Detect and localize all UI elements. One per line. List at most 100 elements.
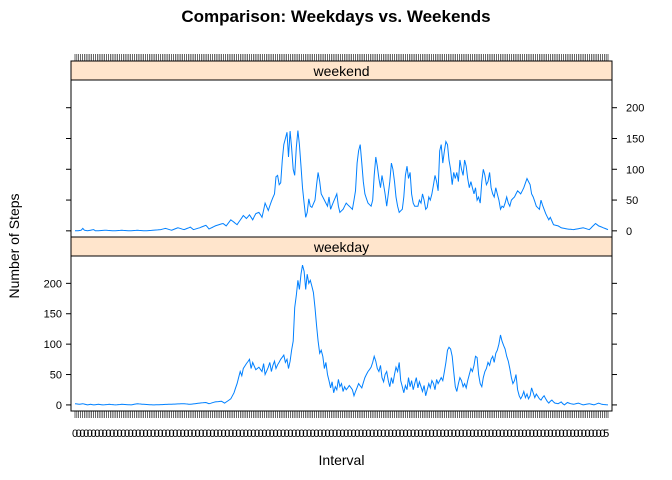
x-tick-label: 0 [332, 428, 338, 440]
x-tick-label: 0 [91, 428, 97, 440]
x-tick-label: 0 [206, 428, 212, 440]
x-tick-label: 0 [302, 428, 308, 440]
x-tick-label: 0 [536, 428, 542, 440]
x-tick-label: 0 [172, 428, 178, 440]
x-tick-label: 0 [325, 428, 331, 440]
x-tick-label: 0 [599, 428, 605, 440]
x-tick-label: 0 [384, 428, 390, 440]
y-tick-label: 0 [626, 226, 632, 238]
x-tick-label: 0 [183, 428, 189, 440]
x-tick-label: 0 [585, 428, 591, 440]
x-tick-label: 0 [488, 428, 494, 440]
x-tick-label: 0 [239, 428, 245, 440]
x-tick-label: 0 [495, 428, 501, 440]
y-tick-label: 0 [56, 400, 62, 412]
x-tick-label: 0 [280, 428, 286, 440]
x-tick-label: 0 [276, 428, 282, 440]
x-tick-label: 0 [191, 428, 197, 440]
x-tick-label: 0 [354, 428, 360, 440]
x-tick-label: 0 [388, 428, 394, 440]
y-tick-label: 100 [626, 164, 644, 176]
x-axis-label: Interval [319, 452, 365, 468]
x-tick-label: 0 [202, 428, 208, 440]
x-tick-label: 0 [154, 428, 160, 440]
x-tick-label: 0 [377, 428, 383, 440]
x-tick-label: 0 [469, 428, 475, 440]
x-tick-label: 0 [291, 428, 297, 440]
x-tick-label: 0 [581, 428, 587, 440]
x-tick-label: 0 [295, 428, 301, 440]
x-tick-label: 0 [414, 428, 420, 440]
x-tick-label: 0 [328, 428, 334, 440]
x-tick-label: 0 [417, 428, 423, 440]
weekday-panel-frame [70, 255, 613, 412]
x-tick-label: 0 [447, 428, 453, 440]
x-tick-label: 0 [373, 428, 379, 440]
x-tick-label: 0 [555, 428, 561, 440]
x-tick-label: 0 [399, 428, 405, 440]
x-tick-label: 0 [365, 428, 371, 440]
y-tick-label: 50 [50, 370, 62, 382]
x-tick-label: 0 [473, 428, 479, 440]
x-tick-label: 0 [507, 428, 513, 440]
x-tick-label: 0 [544, 428, 550, 440]
x-tick-label: 0 [72, 428, 78, 440]
x-tick-label: 0 [577, 428, 583, 440]
x-tick-label: 0 [232, 428, 238, 440]
x-tick-label: 0 [228, 428, 234, 440]
x-tick-label: 0 [135, 428, 141, 440]
x-tick-label: 0 [362, 428, 368, 440]
x-tick-label: 0 [273, 428, 279, 440]
x-tick-label: 0 [313, 428, 319, 440]
x-tick-label: 0 [566, 428, 572, 440]
x-tick-label: 0 [131, 428, 137, 440]
x-tick-label: 0 [380, 428, 386, 440]
x-tick-label: 0 [421, 428, 427, 440]
x-tick-label: 0 [221, 428, 227, 440]
x-tick-label: 0 [481, 428, 487, 440]
weekday-series-line [74, 264, 609, 406]
x-tick-label: 0 [440, 428, 446, 440]
x-tick-label: 0 [187, 428, 193, 440]
x-tick-label: 0 [451, 428, 457, 440]
x-tick-label: 0 [124, 428, 130, 440]
x-tick-label: 0 [198, 428, 204, 440]
x-tick-label: 0 [347, 428, 353, 440]
x-tick-label: 0 [514, 428, 520, 440]
x-tick-label: 0 [243, 428, 249, 440]
x-tick-label: 0 [143, 428, 149, 440]
y-tick-label: 200 [44, 278, 62, 290]
weekday-strip-label: weekday [313, 239, 369, 255]
x-tick-label: 0 [287, 428, 293, 440]
x-tick-label: 0 [87, 428, 93, 440]
weekend-series-line [75, 130, 609, 232]
x-tick-label: 0 [306, 428, 312, 440]
y-axis-label: Number of Steps [6, 193, 22, 298]
x-tick-label: 0 [150, 428, 156, 440]
x-tick-label: 0 [573, 428, 579, 440]
x-tick-label: 0 [492, 428, 498, 440]
x-tick-label: 0 [429, 428, 435, 440]
x-tick-label: 0 [477, 428, 483, 440]
x-tick-label: 0 [351, 428, 357, 440]
y-tick-label: 150 [44, 309, 62, 321]
x-tick-label: 0 [310, 428, 316, 440]
x-tick-label: 0 [109, 428, 115, 440]
chart-title: Comparison: Weekdays vs. Weekends [181, 7, 490, 26]
x-tick-label: 0 [499, 428, 505, 440]
x-tick-label: 0 [336, 428, 342, 440]
x-tick-label: 0 [525, 428, 531, 440]
x-tick-label: 0 [157, 428, 163, 440]
x-tick-label: 0 [339, 428, 345, 440]
x-tick-label: 0 [358, 428, 364, 440]
x-tick-label: 0 [79, 428, 85, 440]
x-tick-label: 0 [562, 428, 568, 440]
x-tick-label: 0 [299, 428, 305, 440]
x-tick-label: 0 [98, 428, 104, 440]
x-tick-label: 0 [120, 428, 126, 440]
x-tick-label: 0 [176, 428, 182, 440]
x-tick-label: 0 [224, 428, 230, 440]
x-tick-label: 0 [235, 428, 241, 440]
weekend-panel-frame [70, 79, 613, 238]
x-tick-label: 0 [94, 428, 100, 440]
